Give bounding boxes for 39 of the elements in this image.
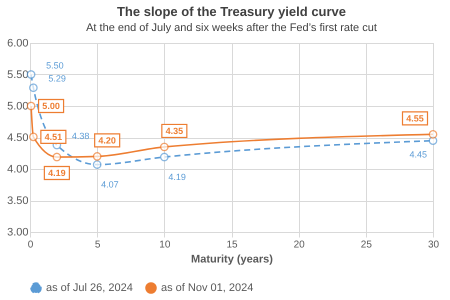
point	[160, 142, 169, 152]
x-tick-label: 30	[428, 240, 440, 250]
data-label: 4.20	[98, 135, 116, 146]
x-tick-label: 10	[159, 240, 171, 250]
data-label: 4.07	[101, 180, 119, 190]
data-label: 4.55	[406, 113, 424, 124]
data-label: 5.00	[42, 101, 60, 111]
data-label: 4.45	[409, 150, 427, 160]
x-tick-label: 25	[360, 240, 372, 250]
legend-label: as of Jul 26, 2024	[46, 282, 133, 294]
x-tick-label: 0	[28, 240, 34, 250]
y-tick-label: 4.50	[7, 132, 28, 144]
data-label: 4.38	[72, 131, 90, 142]
data-label: 4.35	[166, 126, 184, 136]
point	[29, 83, 38, 92]
y-tick-label: 3.50	[7, 195, 28, 207]
y-tick-label: 4.00	[7, 164, 28, 176]
legend-label: as of Nov 01, 2024	[161, 282, 254, 294]
x-tick-label: 20	[294, 240, 306, 250]
point	[92, 152, 102, 161]
point	[428, 130, 438, 139]
x-tick-label: 15	[226, 240, 238, 250]
x-axis-title: Maturity (years)	[191, 254, 274, 266]
x-tick-label: 5	[94, 240, 101, 250]
y-tick-label: 5.00	[7, 100, 28, 112]
y-tick-label: 5.50	[7, 69, 28, 81]
data-label: 4.19	[48, 168, 66, 178]
chart-subtitle: At the end of July and six weeks after the Fed’s first rate cut	[86, 22, 377, 34]
point	[92, 160, 102, 169]
data-label: 5.50	[46, 60, 64, 70]
point	[160, 152, 169, 162]
point	[29, 132, 38, 142]
y-tick-label: 6.00	[7, 38, 28, 50]
y-tick-label: 3.00	[7, 226, 28, 238]
chart-title: The slope of the Treasury yield curve	[116, 4, 346, 19]
data-label: 4.51	[44, 132, 62, 142]
data-label: 5.29	[48, 74, 66, 84]
point	[52, 152, 62, 162]
data-label: 4.19	[168, 172, 186, 182]
